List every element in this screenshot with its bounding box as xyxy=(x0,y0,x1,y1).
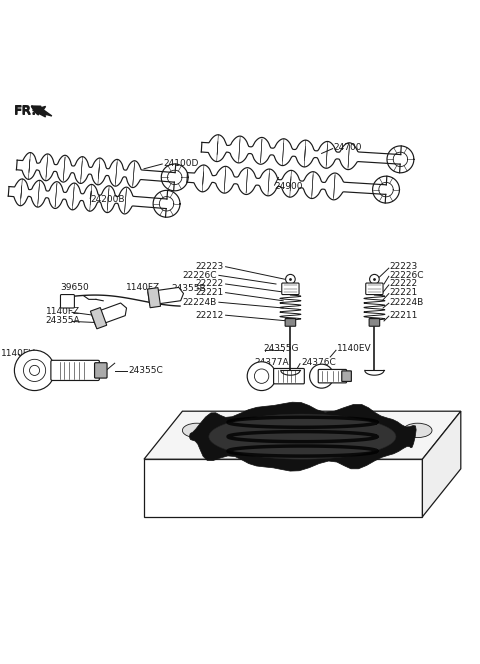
Text: 22221: 22221 xyxy=(195,288,223,297)
Polygon shape xyxy=(209,414,396,459)
Text: 39650: 39650 xyxy=(60,284,89,292)
Circle shape xyxy=(254,369,269,383)
Text: 24200B: 24200B xyxy=(90,195,125,204)
Text: 22222: 22222 xyxy=(195,280,223,288)
Text: 22226C: 22226C xyxy=(182,271,217,280)
Ellipse shape xyxy=(326,423,355,438)
Text: 24355C: 24355C xyxy=(129,366,163,375)
Circle shape xyxy=(310,364,334,388)
Polygon shape xyxy=(33,106,52,117)
Circle shape xyxy=(29,365,39,375)
Polygon shape xyxy=(90,307,107,329)
Ellipse shape xyxy=(182,423,211,438)
Text: 1140EV: 1140EV xyxy=(337,345,372,353)
FancyBboxPatch shape xyxy=(282,283,299,295)
FancyBboxPatch shape xyxy=(285,319,296,326)
Text: 24355G: 24355G xyxy=(263,345,299,353)
Polygon shape xyxy=(190,402,416,471)
Text: 22223: 22223 xyxy=(195,262,223,271)
Text: 1140EV: 1140EV xyxy=(1,349,36,358)
Circle shape xyxy=(24,359,46,382)
Ellipse shape xyxy=(278,423,307,438)
Text: 22222: 22222 xyxy=(390,280,418,288)
Text: 22224B: 22224B xyxy=(390,297,424,307)
FancyBboxPatch shape xyxy=(95,363,107,378)
Ellipse shape xyxy=(365,423,394,438)
Polygon shape xyxy=(144,411,461,459)
FancyBboxPatch shape xyxy=(51,361,99,380)
Polygon shape xyxy=(144,459,422,517)
Text: 24700: 24700 xyxy=(334,143,362,152)
Text: 1140FZ: 1140FZ xyxy=(126,284,160,292)
Text: 24376B: 24376B xyxy=(67,371,102,380)
FancyBboxPatch shape xyxy=(366,283,383,295)
Text: 22211: 22211 xyxy=(390,311,418,319)
FancyBboxPatch shape xyxy=(60,295,74,308)
Circle shape xyxy=(247,362,276,390)
Text: 22221: 22221 xyxy=(390,288,418,297)
Text: 24100D: 24100D xyxy=(163,159,199,167)
Circle shape xyxy=(14,350,55,390)
Text: 22223: 22223 xyxy=(390,262,418,271)
Ellipse shape xyxy=(403,423,432,438)
Text: 24377A: 24377A xyxy=(67,360,102,369)
Text: 24355A: 24355A xyxy=(46,316,80,325)
Text: 24900: 24900 xyxy=(275,181,303,191)
FancyBboxPatch shape xyxy=(274,369,304,384)
Text: FR.: FR. xyxy=(13,105,36,118)
Text: 22212: 22212 xyxy=(195,311,223,319)
FancyBboxPatch shape xyxy=(369,319,380,326)
Text: 22224B: 22224B xyxy=(183,297,217,307)
Polygon shape xyxy=(147,288,161,307)
Ellipse shape xyxy=(230,423,259,438)
Polygon shape xyxy=(422,411,461,517)
Text: 24355B: 24355B xyxy=(172,284,206,293)
FancyBboxPatch shape xyxy=(342,371,351,381)
Circle shape xyxy=(370,274,379,284)
Polygon shape xyxy=(91,303,127,326)
Text: 24377A: 24377A xyxy=(254,358,289,367)
Text: FR.: FR. xyxy=(13,104,36,117)
Text: 1140FZ: 1140FZ xyxy=(46,307,80,316)
FancyBboxPatch shape xyxy=(318,369,347,383)
Circle shape xyxy=(286,274,295,284)
Text: 22226C: 22226C xyxy=(390,271,424,280)
Text: 24376C: 24376C xyxy=(301,358,336,367)
Polygon shape xyxy=(148,288,183,305)
